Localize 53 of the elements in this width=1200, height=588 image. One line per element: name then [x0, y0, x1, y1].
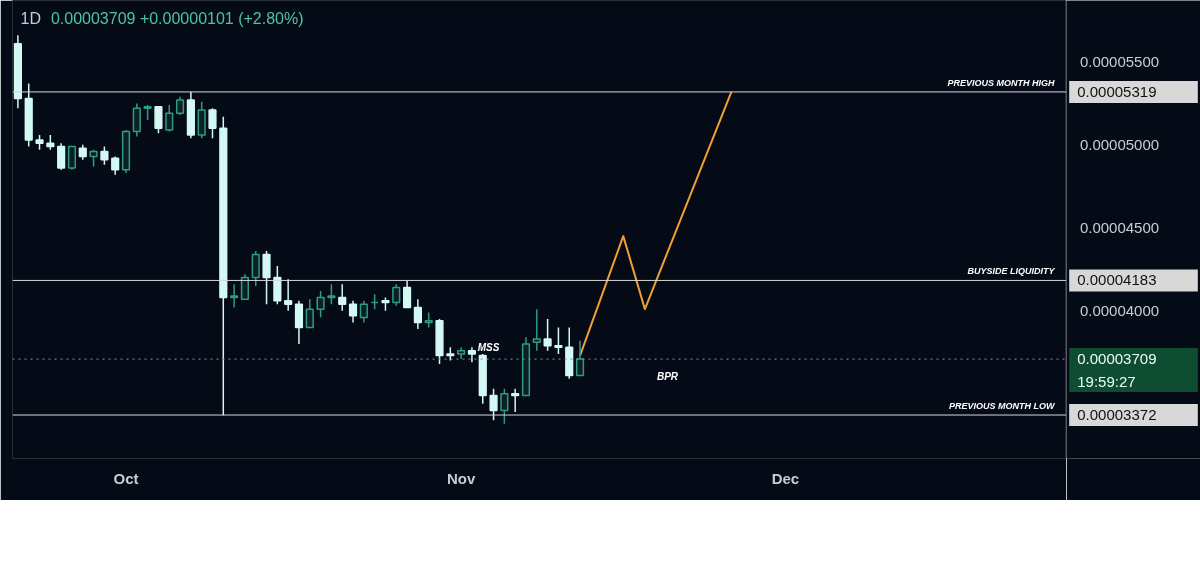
ref-line-label: BUYSIDE LIQUIDITY	[967, 266, 1056, 277]
y-tick-label: 0.00005000	[1079, 135, 1160, 153]
y2-tick-label: 0.00004183	[1077, 271, 1157, 289]
candlestick	[251, 250, 260, 287]
x-tick-label: Oct	[113, 469, 139, 487]
candlestick	[208, 107, 217, 139]
candlestick	[554, 326, 563, 355]
ref-line-label: PREVIOUS MONTH LOW	[949, 401, 1057, 412]
candlestick	[467, 346, 477, 363]
candlestick	[500, 388, 509, 425]
candlestick	[154, 105, 163, 134]
candlestick	[338, 283, 347, 312]
candlestick	[111, 155, 120, 176]
candlestick	[402, 280, 412, 309]
candlestick	[165, 104, 174, 133]
annotation: BPR	[656, 371, 679, 382]
candlestick	[305, 298, 314, 329]
candlestick	[413, 298, 422, 330]
y-tick-label: 0.00005500	[1079, 52, 1160, 70]
candlestick	[511, 388, 520, 413]
candlestick	[543, 318, 552, 352]
x-tick-label: Nov	[446, 469, 476, 487]
candlestick	[348, 300, 358, 324]
y2-tick-label: 0.00003372	[1077, 406, 1157, 424]
x-tick-label: Dec	[771, 469, 800, 487]
text: 0.00003709 +0.00000101 (+2.80%)	[50, 9, 304, 27]
text: 19:59:27	[1077, 372, 1136, 390]
text: 1D	[20, 9, 41, 27]
candlestick	[359, 300, 368, 324]
y2-tick-label: 0.00005319	[1077, 82, 1157, 100]
candlestick	[132, 102, 141, 138]
candlestick	[273, 265, 282, 305]
candlestick	[575, 339, 585, 377]
y-tick-label: 0.00004500	[1079, 218, 1160, 236]
candlestick	[230, 283, 239, 309]
candlestick	[262, 250, 271, 305]
y-tick-label: 0.00004000	[1079, 301, 1160, 319]
candlestick	[100, 145, 109, 166]
y2-tick-label: 0.00003709	[1077, 350, 1157, 368]
line-series	[579, 90, 733, 357]
candlestick	[284, 278, 293, 312]
candlestick	[175, 96, 185, 116]
candlestick	[489, 388, 498, 422]
candlestick	[67, 145, 77, 171]
annotation: MSS	[477, 342, 500, 353]
candlestick	[294, 300, 304, 345]
candlestick	[392, 283, 401, 307]
candlestick	[57, 142, 66, 171]
candlestick	[240, 273, 250, 300]
ref-line-label: PREVIOUS MONTH HIGH	[947, 77, 1055, 88]
candlestick	[327, 283, 336, 305]
candlestick	[316, 290, 325, 319]
candlestick	[532, 308, 541, 352]
